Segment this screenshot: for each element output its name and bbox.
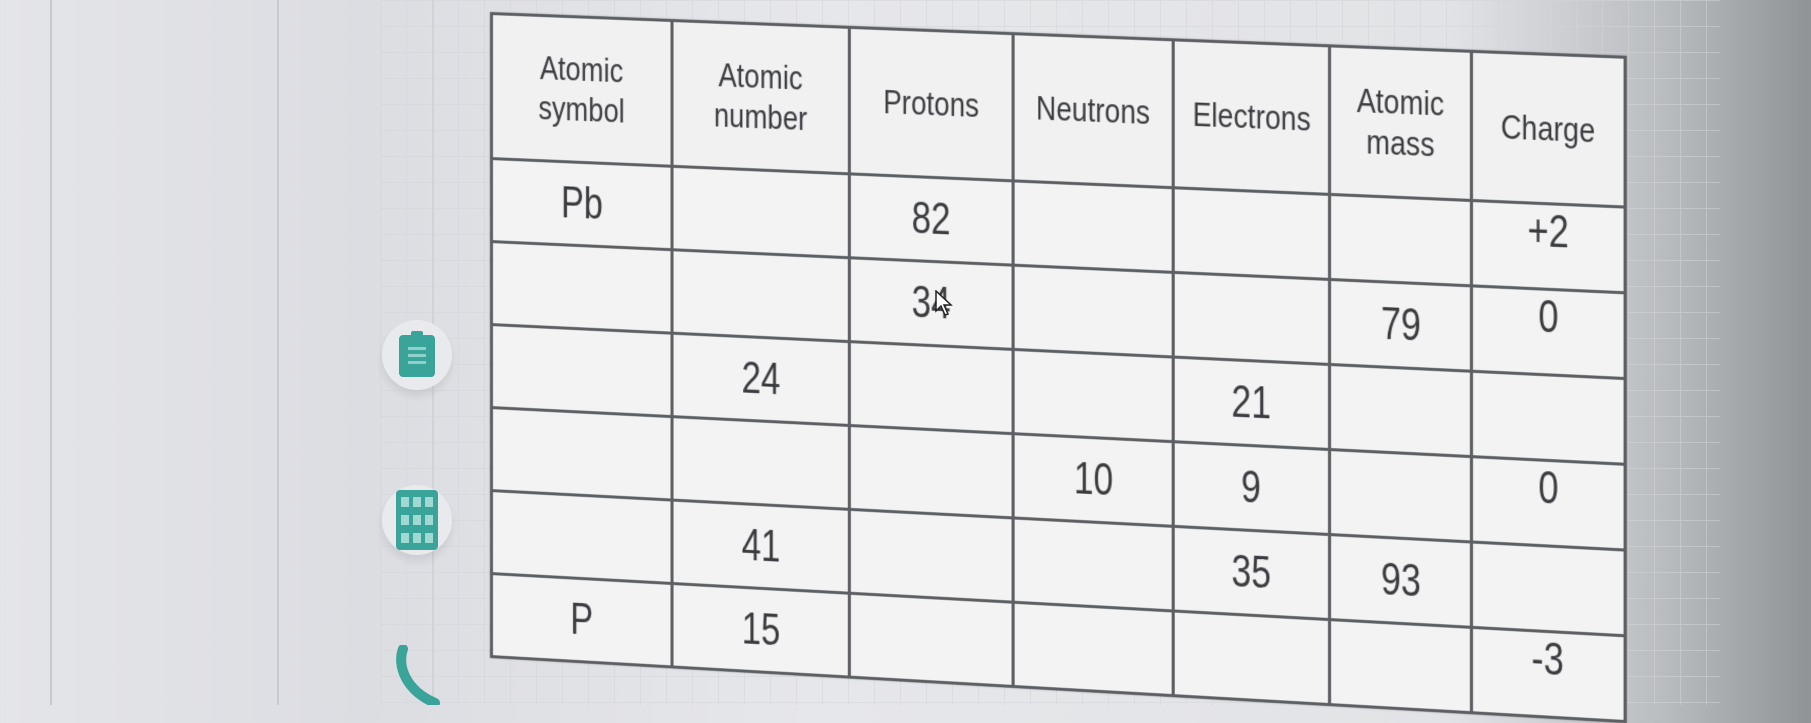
- table-cell[interactable]: [1471, 542, 1625, 636]
- cell-value: 0: [1538, 291, 1558, 343]
- column-header-label: Electrons: [1192, 94, 1310, 140]
- cell-value: 93: [1380, 554, 1420, 607]
- table-cell[interactable]: 93: [1330, 535, 1472, 628]
- table-cell[interactable]: 34: [849, 258, 1013, 350]
- table-tool-button[interactable]: [382, 485, 452, 555]
- table-cell[interactable]: [1173, 188, 1329, 280]
- table-cell[interactable]: [1173, 272, 1329, 364]
- table-cell[interactable]: [491, 325, 672, 417]
- cell-value: 9: [1241, 462, 1261, 514]
- table-cell[interactable]: -3: [1471, 627, 1625, 721]
- cell-value: +2: [1527, 205, 1568, 258]
- cell-value: 15: [741, 604, 780, 657]
- table-cell[interactable]: 41: [672, 500, 849, 593]
- atomic-structure-table: Atomic symbol Atomic number Protons Neutron…: [490, 12, 1627, 723]
- cell-value: Pb: [560, 178, 602, 230]
- column-header-label: Protons: [883, 82, 979, 126]
- table-cell[interactable]: [1330, 450, 1472, 542]
- cell-value: -3: [1532, 633, 1564, 686]
- phone-icon: [395, 645, 445, 705]
- table-cell[interactable]: [1013, 349, 1173, 441]
- cell-value: 0: [1538, 463, 1558, 516]
- cell-value: 24: [741, 353, 780, 405]
- table-cell[interactable]: [1013, 265, 1173, 357]
- atomic-table-container: Atomic symbol Atomic number Protons Neutron…: [490, 12, 1627, 723]
- column-header: Electrons: [1173, 40, 1329, 195]
- column-header-label: Atomic symbol: [511, 47, 651, 133]
- table-cell[interactable]: [1330, 620, 1472, 713]
- panel-divider: [50, 0, 52, 705]
- mouse-cursor-icon: [935, 290, 953, 316]
- table-cell[interactable]: +2: [1471, 200, 1625, 292]
- column-header-label: Atomic number: [692, 54, 830, 140]
- clipboard-icon: [397, 331, 437, 379]
- cell-value: 79: [1380, 299, 1420, 352]
- table-cell[interactable]: [1330, 194, 1472, 285]
- panel-divider: [277, 0, 279, 705]
- table-cell[interactable]: P: [491, 574, 672, 667]
- table-cell[interactable]: [1013, 181, 1173, 273]
- table-grid-icon: [396, 490, 438, 550]
- column-header: Neutrons: [1013, 34, 1173, 188]
- table-cell[interactable]: [491, 242, 672, 334]
- cell-value: 21: [1231, 377, 1271, 430]
- column-header: Charge: [1471, 51, 1625, 207]
- table-cell[interactable]: [491, 491, 672, 584]
- table-cell[interactable]: 24: [672, 333, 849, 425]
- table-cell[interactable]: [849, 593, 1013, 686]
- table-cell[interactable]: [849, 342, 1013, 434]
- table-cell[interactable]: [849, 509, 1013, 602]
- table-cell[interactable]: [672, 166, 849, 257]
- phone-tool-button[interactable]: [395, 645, 445, 710]
- table-cell[interactable]: 0: [1471, 457, 1625, 550]
- column-header-label: Neutrons: [1036, 88, 1150, 133]
- cell-value: P: [570, 594, 593, 645]
- table-cell[interactable]: 82: [849, 174, 1013, 265]
- table-cell[interactable]: [1013, 518, 1173, 611]
- column-header: Atomic number: [672, 21, 849, 174]
- column-header: Atomic mass: [1330, 46, 1472, 201]
- table-cell[interactable]: 10: [1013, 434, 1173, 527]
- table-cell[interactable]: 35: [1173, 526, 1329, 619]
- table-cell[interactable]: 79: [1330, 279, 1472, 371]
- table-cell[interactable]: [849, 425, 1013, 517]
- clipboard-tool-button[interactable]: [382, 320, 452, 390]
- column-header: Atomic symbol: [491, 14, 672, 167]
- table-cell[interactable]: [672, 250, 849, 342]
- table-cell[interactable]: 0: [1471, 286, 1625, 379]
- table-cell[interactable]: [491, 408, 672, 500]
- table-cell[interactable]: 21: [1173, 357, 1329, 449]
- cell-value: 82: [911, 193, 950, 245]
- table-cell[interactable]: 9: [1173, 442, 1329, 535]
- cell-value: 35: [1231, 546, 1271, 599]
- table-cell[interactable]: 15: [672, 583, 849, 677]
- table-cell[interactable]: [1013, 602, 1173, 695]
- column-header: Protons: [849, 27, 1013, 181]
- cell-value: 41: [741, 520, 780, 572]
- column-header-label: Charge: [1501, 107, 1596, 152]
- cell-value: 10: [1073, 453, 1112, 506]
- table-cell[interactable]: [1471, 371, 1625, 464]
- column-header-label: Atomic mass: [1346, 80, 1455, 167]
- table-cell[interactable]: [1173, 611, 1329, 705]
- table-cell[interactable]: [672, 417, 849, 510]
- table-cell[interactable]: [1330, 364, 1472, 456]
- table-cell[interactable]: Pb: [491, 159, 672, 250]
